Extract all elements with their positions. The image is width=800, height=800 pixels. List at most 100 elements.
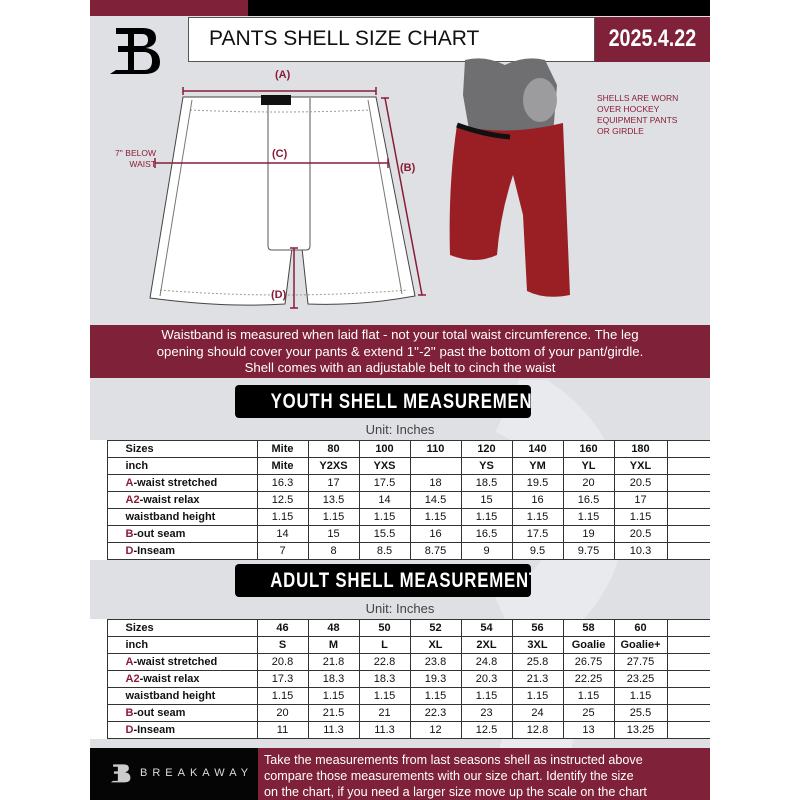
label-text: waistband height [125,511,216,523]
label-a: (A) [275,69,291,81]
table-cell: 3XL [511,636,563,654]
table-cell: 27.75 [613,653,668,671]
row-margin [666,619,710,637]
table-cell: XL [409,636,461,654]
adult-heading: ADULT SHELL MEASUREMENTS [270,569,531,592]
label-prefix: A [125,477,134,489]
table-cell: 1.15 [256,508,308,526]
brand-name: BREAKAWAY [140,767,254,779]
pants-shell-photo [449,58,570,297]
table-row: waistband height 1.15 1.15 1.15 1.15 1.15 1.15… [90,508,710,526]
table-cell: YXL [613,457,668,475]
table-cell: 12 [409,721,461,739]
table-cell: 23 [460,704,512,722]
table-cell: 1.15 [307,687,359,705]
table-cell: S [256,636,308,654]
table-cell: M [307,636,359,654]
table-cell: 14 [358,491,410,509]
table-cell: 18.3 [307,670,359,688]
row-label: A-waist stretched [106,653,257,671]
label-text: inch [125,639,149,651]
table-row: D-Inseam 7 8 8.5 8.75 9 9.5 9.75 10.3 [90,542,710,560]
table-cell: 20.5 [613,474,668,492]
table-cell: YXS [358,457,410,475]
table-cell: 17.3 [256,670,308,688]
label-prefix: A2 [125,673,140,685]
table-cell: 20 [256,704,308,722]
label-prefix: D [125,724,134,736]
table-cell: 46 [256,619,308,637]
table-cell: 1.15 [511,687,563,705]
row-label: inch [106,457,257,475]
table-cell: 16.3 [256,474,308,492]
notice-line: opening should cover your pants & extend… [156,343,644,359]
table-cell: 15.5 [358,525,410,543]
table-row: D-Inseam 11 11.3 11.3 12 12.5 12.8 13 13.25 [90,721,710,739]
row-margin [666,474,710,492]
row-margin [666,670,710,688]
row-label: B-out seam [106,704,257,722]
table-cell: 9.5 [511,542,563,560]
measure-line-d [290,247,298,309]
table-cell [409,457,461,475]
label-text: -waist stretched [133,477,218,489]
measurement-notice: Waistband is measured when laid flat - n… [90,325,710,378]
c-note-line: WAIST [129,159,156,169]
table-cell: 120 [460,440,512,458]
table-cell: 1.15 [613,508,668,526]
label-text: -Inseam [133,545,176,557]
notice-line: Shell comes with an adjustable belt to c… [244,360,556,375]
table-cell: 1.15 [562,687,614,705]
label-b: (B) [400,162,416,174]
table-cell: YL [562,457,614,475]
row-margin [666,508,710,526]
row-label: A-waist stretched [106,474,257,492]
row-label: D-Inseam [106,542,257,560]
note-line: SHELLS ARE WORN [597,93,679,103]
row-label: B-out seam [106,525,257,543]
buckle-icon [261,95,291,105]
table-cell: 23.25 [613,670,668,688]
table-cell: 23.8 [409,653,461,671]
label-prefix: A2 [125,494,140,506]
table-cell: 1.15 [511,508,563,526]
measure-line-c [154,158,389,168]
youth-heading-box: YOUTH SHELL MEASUREMENTS [235,385,531,418]
row-margin [666,542,710,560]
table-cell: 1.15 [358,508,410,526]
table-cell: 58 [562,619,614,637]
table-cell: 1.15 [460,687,512,705]
row-label: A2-waist relax [106,491,257,509]
table-row: A-waist stretched 16.3 17 17.5 18 18.5 19.5 20 2… [90,474,710,492]
row-label: Sizes [106,619,257,637]
youth-size-table: Sizes Mite 80 100 110 120 140 160 180 inch Mite Y2X… [90,440,710,560]
table-cell: 20 [562,474,614,492]
row-margin [90,637,107,654]
row-margin [666,704,710,722]
table-cell: 1.15 [307,508,359,526]
table-cell: Goalie+ [613,636,668,654]
table-row: inch S M L XL 2XL 3XL Goalie Goalie+ [90,636,710,654]
table-cell: 160 [562,440,614,458]
table-cell: YS [460,457,512,475]
table-cell: 18.3 [358,670,410,688]
table-cell: 8.5 [358,542,410,560]
measure-line-a [182,87,377,95]
table-cell: 13.5 [307,491,359,509]
table-cell: 52 [409,619,461,637]
photo-note: SHELLS ARE WORN OVER HOCKEY EQUIPMENT PA… [597,93,709,137]
table-row: Sizes Mite 80 100 110 120 140 160 180 [90,440,710,458]
table-cell: Goalie [562,636,614,654]
label-prefix: B [125,707,134,719]
row-margin [90,458,107,475]
label-text: -waist stretched [133,656,218,668]
table-cell: 17.5 [358,474,410,492]
note-line: EQUIPMENT PANTS [597,115,678,125]
label-text: -out seam [133,707,186,719]
table-cell: 17.5 [511,525,563,543]
table-cell: 11 [256,721,308,739]
chart-date-box: 2025.4.22 [595,17,710,62]
row-margin [90,492,107,509]
label-text: -waist relax [139,673,200,685]
table-cell: 24.8 [460,653,512,671]
